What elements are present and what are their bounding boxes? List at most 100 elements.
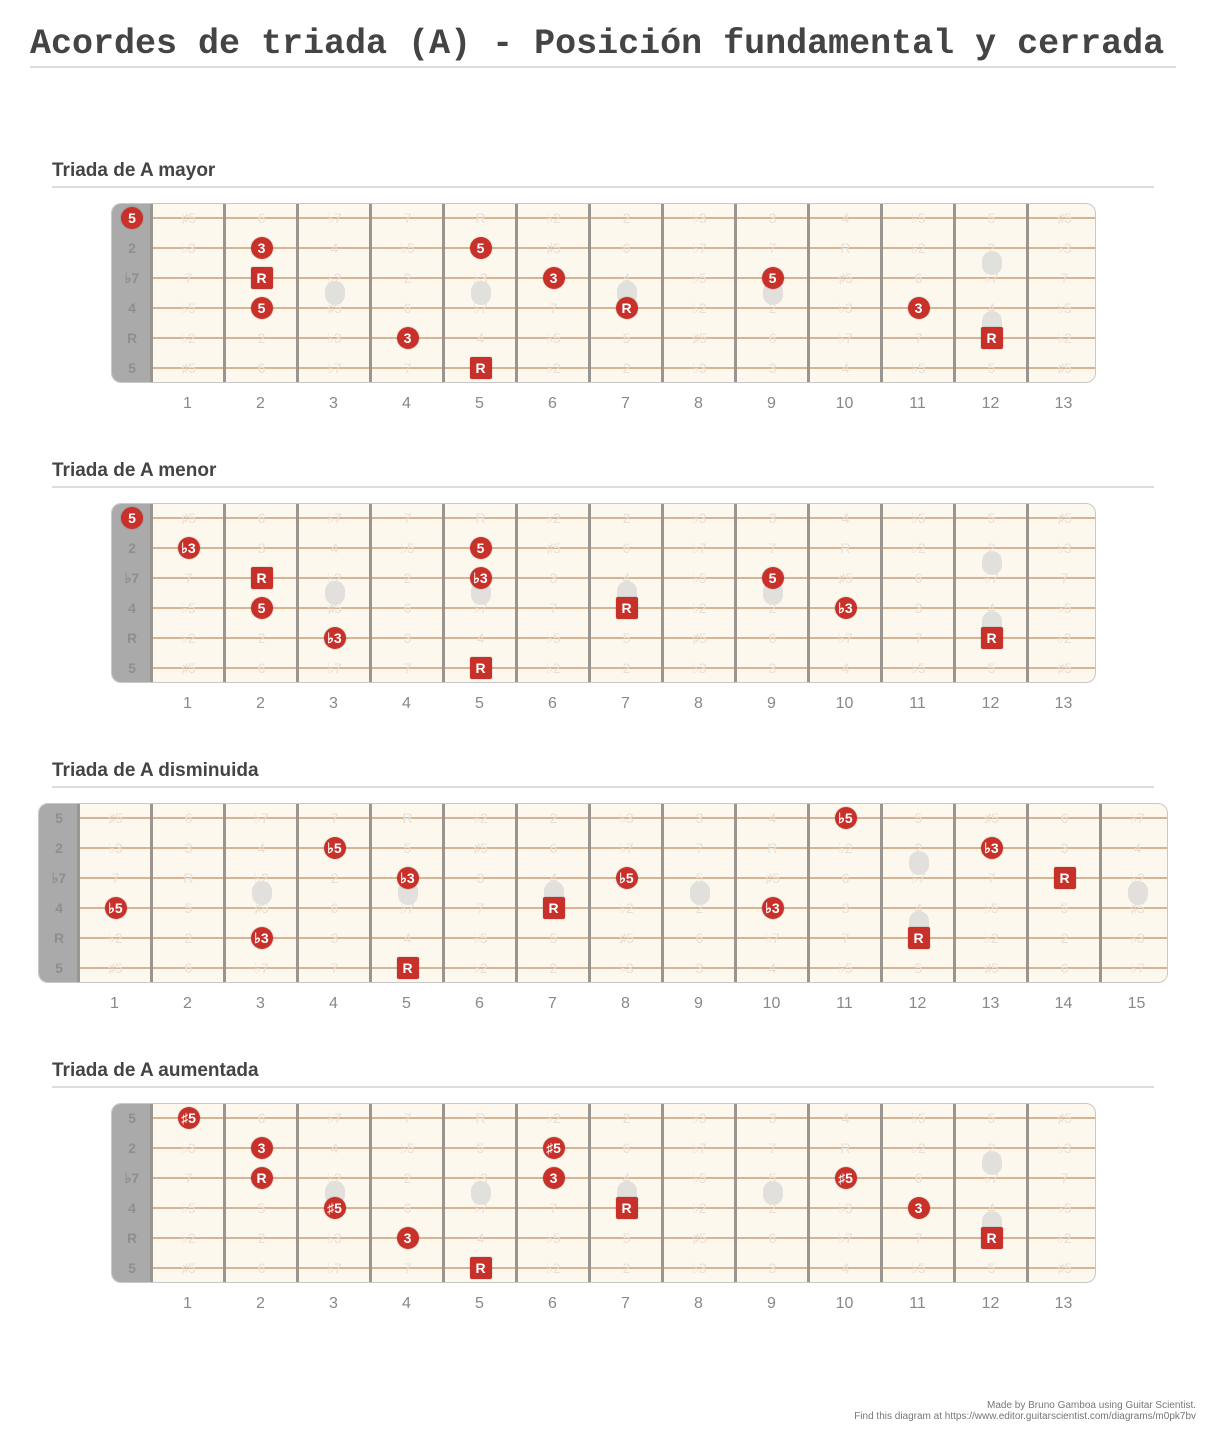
interval-label: 6: [768, 330, 777, 346]
fret-marker-dot: [981, 551, 1002, 575]
interval-label: 6: [257, 660, 266, 676]
root-note[interactable]: R: [1053, 867, 1076, 889]
root-note[interactable]: R: [250, 1167, 273, 1189]
chord-note[interactable]: 3: [250, 1137, 273, 1159]
open-string-label: ♭7: [124, 570, 140, 586]
string-line: [79, 967, 1167, 969]
chord-note[interactable]: ♭5: [615, 867, 638, 889]
chord-note[interactable]: 3: [250, 237, 273, 259]
root-note[interactable]: R: [396, 957, 419, 979]
root-note[interactable]: R: [980, 1227, 1003, 1249]
chord-note[interactable]: 5: [250, 297, 273, 319]
fret-number: 8: [621, 995, 630, 1012]
chord-note[interactable]: ♭3: [469, 567, 492, 589]
root-note[interactable]: R: [980, 327, 1003, 349]
chord-note[interactable]: 3: [907, 297, 930, 319]
interval-label: ♭7: [327, 210, 342, 226]
interval-label: 7: [403, 660, 412, 676]
chord-note[interactable]: 5: [121, 507, 143, 529]
diagram-title: Triada de A aumentada: [52, 1060, 1154, 1088]
interval-label: 4: [841, 1110, 850, 1126]
interval-label: 7: [184, 270, 193, 286]
footer-link[interactable]: Find this diagram at https://www.editor.…: [854, 1411, 1196, 1422]
chord-note[interactable]: ♭5: [104, 897, 127, 919]
interval-label: ♭5: [400, 1140, 415, 1156]
root-note[interactable]: R: [469, 1257, 492, 1279]
chord-note[interactable]: ♭3: [323, 627, 346, 649]
interval-label: ♯5: [838, 270, 853, 286]
chord-note[interactable]: ♯5: [323, 1197, 346, 1219]
interval-label: ♭3: [181, 1140, 196, 1156]
interval-label: ♯5: [546, 240, 561, 256]
root-note[interactable]: R: [615, 297, 638, 319]
root-note[interactable]: R: [250, 567, 273, 589]
interval-label: 5: [257, 1200, 266, 1216]
fret-number: 6: [548, 395, 557, 412]
fret-number: 1: [183, 1295, 192, 1312]
interval-label: ♯5: [327, 600, 342, 616]
interval-label: 2: [549, 960, 558, 976]
interval-label: 7: [184, 1170, 193, 1186]
chord-note[interactable]: ♯5: [834, 1167, 857, 1189]
fret-wire: [588, 804, 591, 982]
interval-label: 5: [549, 930, 558, 946]
fret-wire: [442, 504, 445, 682]
fret-number: 7: [548, 995, 557, 1012]
chord-note[interactable]: 3: [396, 327, 419, 349]
interval-label: 7: [403, 1110, 412, 1126]
interval-label: 2: [622, 660, 631, 676]
chord-note[interactable]: ♭3: [396, 867, 419, 889]
root-note[interactable]: R: [907, 927, 930, 949]
chord-note[interactable]: ♯5: [177, 1107, 200, 1129]
chord-note[interactable]: ♭5: [834, 807, 857, 829]
chord-note[interactable]: 5: [121, 207, 143, 229]
page-title: Acordes de triada (A) - Posición fundame…: [30, 26, 1176, 68]
root-note[interactable]: R: [615, 1197, 638, 1219]
chord-note[interactable]: ♭3: [250, 927, 273, 949]
open-string-label: ♭7: [124, 270, 140, 286]
interval-label: ♭3: [692, 1260, 707, 1276]
interval-label: ♭2: [546, 660, 561, 676]
interval-label: ♯5: [984, 960, 999, 976]
interval-label: 7: [914, 1230, 923, 1246]
root-note[interactable]: R: [469, 357, 492, 379]
root-note[interactable]: R: [469, 657, 492, 679]
chord-note[interactable]: ♭3: [761, 897, 784, 919]
root-note[interactable]: R: [980, 627, 1003, 649]
interval-label: 4: [257, 840, 266, 856]
interval-label: 2: [987, 240, 996, 256]
open-string-label: 2: [128, 540, 136, 556]
chord-note[interactable]: 5: [469, 237, 492, 259]
chord-note[interactable]: 3: [542, 267, 565, 289]
diagram-title: Triada de A menor: [52, 460, 1154, 488]
interval-label: ♭2: [546, 210, 561, 226]
root-note[interactable]: R: [615, 597, 638, 619]
fret-wire: [442, 204, 445, 382]
fret-wire: [880, 804, 883, 982]
chord-note[interactable]: ♭3: [980, 837, 1003, 859]
chord-note[interactable]: ♭5: [323, 837, 346, 859]
chord-note[interactable]: 3: [542, 1167, 565, 1189]
fret-wire: [1099, 804, 1102, 982]
chord-note[interactable]: ♭3: [177, 537, 200, 559]
chord-note[interactable]: 5: [469, 537, 492, 559]
interval-label: 2: [257, 630, 266, 646]
chord-note[interactable]: ♯5: [542, 1137, 565, 1159]
chord-note[interactable]: ♭3: [834, 597, 857, 619]
chord-note[interactable]: 5: [761, 267, 784, 289]
root-note[interactable]: R: [542, 897, 565, 919]
interval-label: 3: [695, 960, 704, 976]
fret-number: 8: [694, 695, 703, 712]
fret-number: 12: [908, 995, 927, 1012]
chord-note[interactable]: 3: [907, 1197, 930, 1219]
root-note[interactable]: R: [250, 267, 273, 289]
interval-label: 3: [1060, 840, 1069, 856]
interval-label: ♭5: [692, 570, 707, 586]
chord-note[interactable]: 5: [761, 567, 784, 589]
interval-label: R: [767, 840, 778, 856]
chord-note[interactable]: 3: [396, 1227, 419, 1249]
interval-label: ♭7: [327, 1260, 342, 1276]
fret-wire: [661, 804, 664, 982]
chord-note[interactable]: 5: [250, 597, 273, 619]
fret-number: 3: [256, 995, 265, 1012]
